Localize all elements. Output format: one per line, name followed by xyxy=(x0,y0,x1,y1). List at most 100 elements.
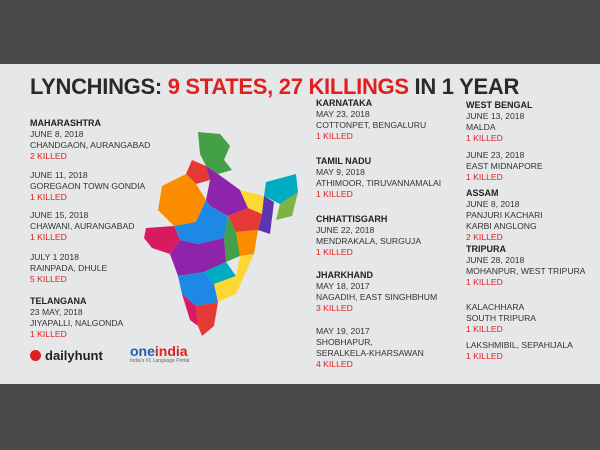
india-map-icon xyxy=(144,132,298,336)
entry-place: SHOBHAPUR, xyxy=(316,337,373,347)
killed-count: 1 KILLED xyxy=(466,351,503,361)
map-region-bihar xyxy=(240,190,264,214)
infographic-card: LYNCHINGS: 9 STATES, 27 KILLINGS IN 1 YE… xyxy=(0,64,600,384)
map-region-northeast xyxy=(264,174,298,204)
map-region-northeast-2 xyxy=(276,192,298,220)
entry-place: NAGADIH, EAST SINGHBHUM xyxy=(316,292,438,302)
entry-place: ATHIMOOR, TIRUVANNAMALAI xyxy=(316,178,442,188)
entry-date: JUNE 15, 2018 xyxy=(30,210,89,220)
entry-date: MAY 18, 2017 xyxy=(316,281,370,291)
entry-maharashtra-2: JUNE 11, 2018 GOREGAON TOWN GONDIA 1 KIL… xyxy=(30,170,145,203)
entry-jharkhand-2: MAY 19, 2017 SHOBHAPUR, SERALKELA-KHARSA… xyxy=(316,326,424,370)
entry-date: JUNE 11, 2018 xyxy=(30,170,88,180)
state-name: TRIPURA xyxy=(466,244,506,254)
killed-count: 4 KILLED xyxy=(316,359,353,369)
killed-count: 1 KILLED xyxy=(30,232,67,242)
entry-place: EAST MIDNAPORE xyxy=(466,161,543,171)
entry-tamil-nadu: TAMIL NADU MAY 9, 2018 ATHIMOOR, TIRUVAN… xyxy=(316,156,441,200)
entry-date: MAY 19, 2017 xyxy=(316,326,370,336)
entry-place: MOHANPUR, WEST TRIPURA xyxy=(466,266,586,276)
map-region-mp xyxy=(174,200,228,244)
entry-place: GOREGAON TOWN GONDIA xyxy=(30,181,146,191)
killed-count: 5 KILLED xyxy=(30,274,67,284)
map-region-maharashtra xyxy=(170,238,226,276)
entry-date: JUNE 28, 2018 xyxy=(466,255,525,265)
killed-count: 1 KILLED xyxy=(30,192,67,202)
entry-place: MALDA xyxy=(466,122,496,132)
entry-date: MAY 23, 2018 xyxy=(316,109,370,119)
title-highlight: 9 STATES, 27 KILLINGS xyxy=(167,74,409,99)
state-name: ASSAM xyxy=(466,188,499,198)
entry-date: JUNE 13, 2018 xyxy=(466,111,525,121)
page-title: LYNCHINGS: 9 STATES, 27 KILLINGS IN 1 YE… xyxy=(30,74,519,100)
title-suffix: IN 1 YEAR xyxy=(408,74,520,99)
map-region-karnataka xyxy=(178,272,218,306)
entry-tripura-2: KALACHHARA SOUTH TRIPURA 1 KILLED xyxy=(466,302,536,335)
map-region-tamilnadu xyxy=(196,302,218,336)
oneindia-wordmark: oneindia xyxy=(130,344,189,358)
entry-place-2: KARBI ANGLONG xyxy=(466,221,537,231)
entry-place: JIYAPALLI, NALGONDA xyxy=(30,318,124,328)
entry-date: JUNE 23, 2018 xyxy=(466,150,525,160)
map-region-kerala xyxy=(182,294,198,326)
entry-place-2: SERALKELA-KHARSAWAN xyxy=(316,348,424,358)
entry-west-bengal-1: WEST BENGAL JUNE 13, 2018 MALDA 1 KILLED xyxy=(466,100,533,144)
entry-place: PANJURI KACHARI xyxy=(466,210,543,220)
killed-count: 1 KILLED xyxy=(466,133,503,143)
state-name: WEST BENGAL xyxy=(466,100,533,110)
map-region-up xyxy=(206,166,248,216)
killed-count: 1 KILLED xyxy=(466,324,503,334)
map-region-telangana xyxy=(204,262,236,284)
entry-date: JULY 1 2018 xyxy=(30,252,79,262)
state-name: TELANGANA xyxy=(30,296,87,306)
killed-count: 1 KILLED xyxy=(30,329,67,339)
killed-count: 3 KILLED xyxy=(316,303,353,313)
map-region-north xyxy=(198,132,232,174)
state-name: KARNATAKA xyxy=(316,98,373,108)
entry-place-2: SOUTH TRIPURA xyxy=(466,313,537,323)
killed-count: 2 KILLED xyxy=(30,151,67,161)
killed-count: 1 KILLED xyxy=(316,247,353,257)
killed-count: 1 KILLED xyxy=(466,172,503,182)
state-name: CHHATTISGARH xyxy=(316,214,388,224)
entry-assam: ASSAM JUNE 8, 2018 PANJURI KACHARI KARBI… xyxy=(466,188,543,243)
entry-date: 23 MAY, 2018 xyxy=(30,307,83,317)
oneindia-logo: oneindia India's #1 Language Portal xyxy=(130,344,189,364)
entry-place: COTTONPET, BENGALURU xyxy=(316,120,427,130)
state-name: MAHARASHTRA xyxy=(30,118,101,128)
killed-count: 1 KILLED xyxy=(316,131,353,141)
oneindia-wordmark-b: india xyxy=(154,343,188,359)
map-region-odisha xyxy=(236,230,258,256)
entry-date: JUNE 22, 2018 xyxy=(316,225,375,235)
entry-tripura-3: LAKSHMIBIL, SEPAHIJALA 1 KILLED xyxy=(466,340,573,362)
title-prefix: LYNCHINGS: xyxy=(30,74,168,99)
entry-date: JUNE 8, 2018 xyxy=(466,199,520,209)
entry-maharashtra-4: JULY 1 2018 RAINPADA, DHULE 5 KILLED xyxy=(30,252,107,285)
map-region-andhra xyxy=(214,254,254,302)
entry-place: RAINPADA, DHULE xyxy=(30,263,108,273)
map-region-jharkhand xyxy=(228,208,262,232)
state-name: TAMIL NADU xyxy=(316,156,372,166)
dailyhunt-wordmark: dailyhunt xyxy=(45,348,103,363)
entry-place: KALACHHARA xyxy=(466,302,525,312)
killed-count: 2 KILLED xyxy=(466,232,503,242)
map-region-gujarat xyxy=(144,226,180,254)
map-region-chhattisgarh xyxy=(224,216,240,262)
entry-chhattisgarh: CHHATTISGARH JUNE 22, 2018 MENDRAKALA, S… xyxy=(316,214,421,258)
killed-count: 1 KILLED xyxy=(316,189,353,199)
entry-maharashtra-3: JUNE 15, 2018 CHAWANI, AURANGABAD 1 KILL… xyxy=(30,210,134,243)
oneindia-wordmark-a: one xyxy=(130,343,155,359)
entry-karnataka: KARNATAKA MAY 23, 2018 COTTONPET, BENGAL… xyxy=(316,98,426,142)
dailyhunt-logo: dailyhunt xyxy=(30,348,103,363)
entry-place: LAKSHMIBIL, SEPAHIJALA xyxy=(466,340,573,350)
entry-jharkhand-1: JHARKHAND MAY 18, 2017 NAGADIH, EAST SIN… xyxy=(316,270,437,314)
entry-place: CHANDGAON, AURANGABAD xyxy=(30,140,151,150)
killed-count: 1 KILLED xyxy=(466,277,503,287)
entry-place: CHAWANI, AURANGABAD xyxy=(30,221,135,231)
map-region-punjab xyxy=(186,160,210,184)
dailyhunt-dot-icon xyxy=(30,350,41,361)
entry-tripura-1: TRIPURA JUNE 28, 2018 MOHANPUR, WEST TRI… xyxy=(466,244,586,288)
entry-date: JUNE 8, 2018 xyxy=(30,129,84,139)
state-name: JHARKHAND xyxy=(316,270,374,280)
map-region-rajasthan xyxy=(158,174,206,226)
